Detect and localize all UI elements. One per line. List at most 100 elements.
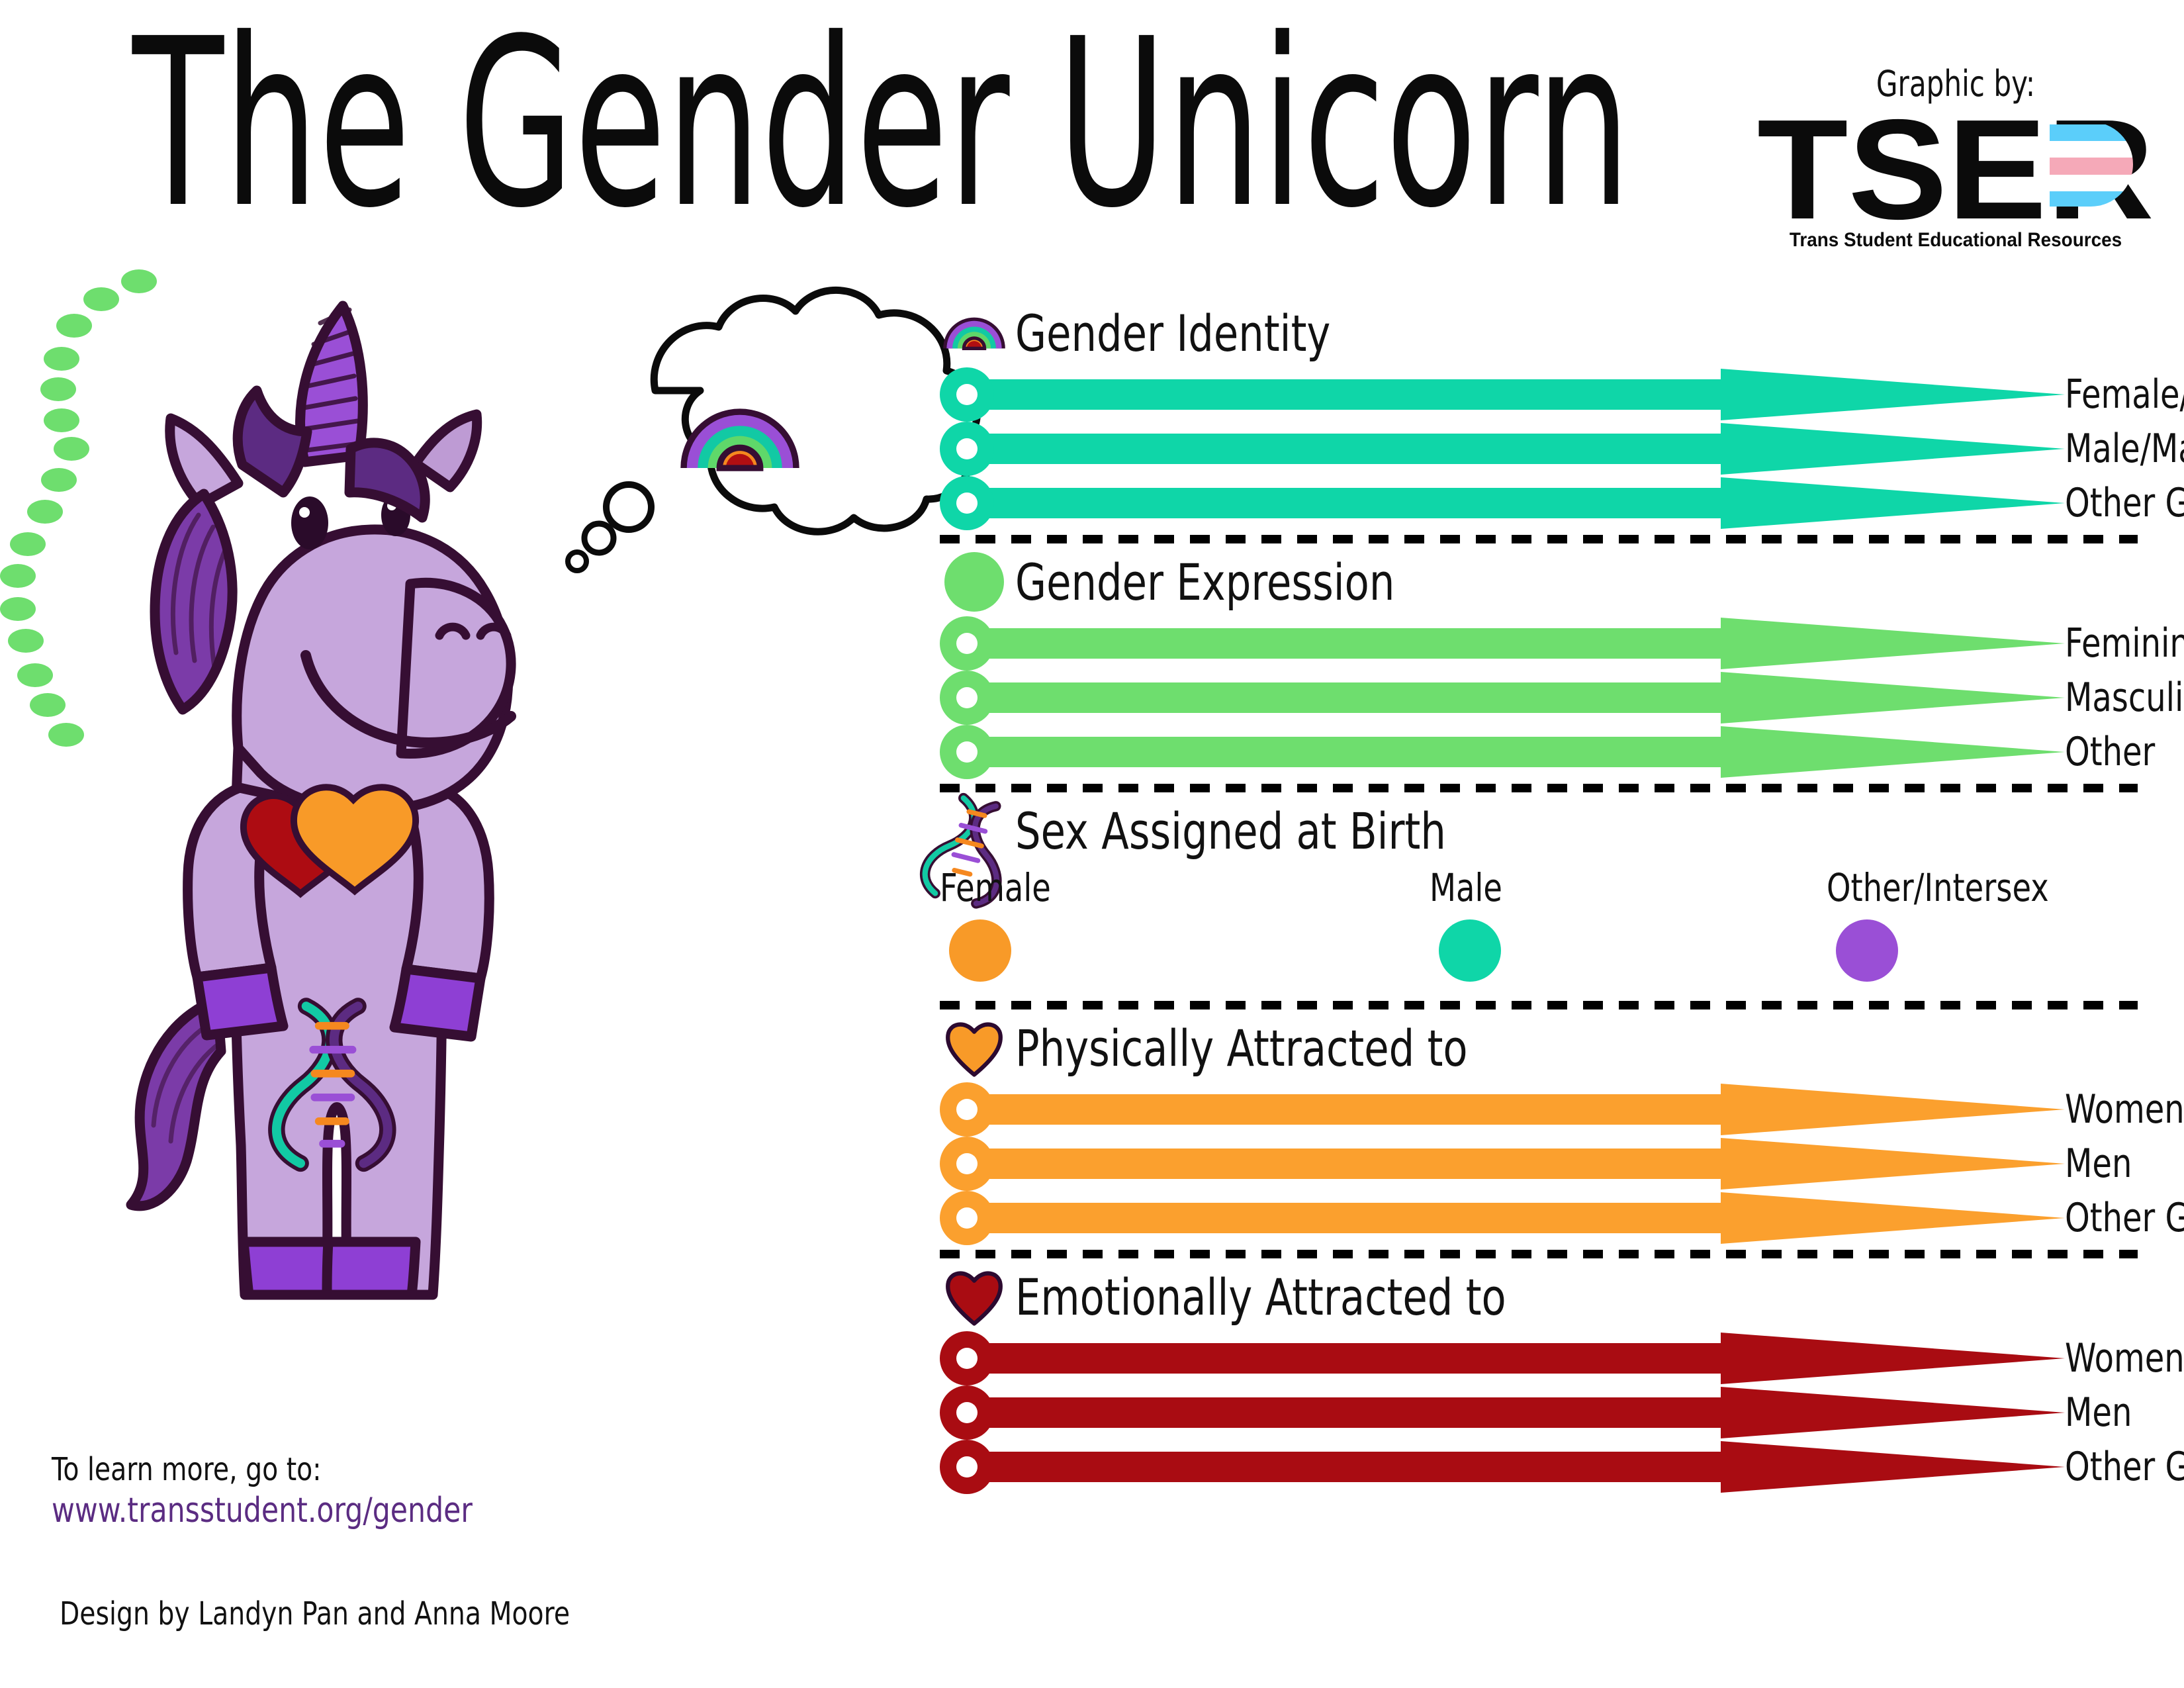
unicorn-left-foot-cuff [238,1237,337,1300]
dna-helix-icon [919,792,1009,909]
section-header: Emotionally Attracted to [940,1265,2151,1329]
page-title: The Gender Unicorn [130,0,1655,259]
spectrum-arrow [940,422,2065,476]
spectrum-row-label: Feminine [2065,620,2184,667]
spectrum-row-label: Masculine [2065,675,2184,721]
sab-option-label: Female [940,865,1051,910]
sab-option-dot[interactable] [1439,919,1501,982]
spectrum-arrow [940,616,2065,671]
spectrum-row[interactable]: Feminine [940,616,2184,671]
sab-dot-row [940,914,2151,996]
section-divider [940,534,2138,543]
section-emotionally-attracted-to: Emotionally Attracted to Women Men Other… [940,1265,2184,1494]
spectrum-row[interactable]: Other Gender(s) [940,1191,2184,1245]
spectrum-row[interactable]: Female/Woman/Girl [940,367,2184,422]
section-header: Sex Assigned at Birth [919,792,2151,909]
rainbow-icon [943,317,1005,350]
section-title: Gender Identity [1015,303,1331,363]
unicorn-left-cuff [192,962,289,1041]
body-dna-icon [268,998,396,1172]
spectrum-arrow [940,1331,2065,1385]
heart-orange-icon [946,1022,1003,1077]
spectrum-row-label: Men [2065,1141,2132,1187]
spectrum-row[interactable]: Male/Man/Boy [940,422,2184,476]
sab-option-dot[interactable] [949,919,1011,982]
section-title: Physically Attracted to [1015,1018,1468,1078]
unicorn-forelock [232,385,312,498]
unicorn-right-foot-cuff [322,1237,421,1300]
unicorn-mane-top [344,438,430,523]
heart-orange-icon [290,784,420,896]
section-gender-expression: Gender Expression Feminine Masculine Oth… [940,550,2184,779]
thought-bubble [565,287,981,573]
spectrum-row[interactable]: Other Gender(s) [940,476,2184,530]
spectrum-row[interactable]: Men [940,1137,2151,1191]
spectrum-arrow [940,1191,2065,1245]
spectrum-row-label: Female/Woman/Girl [2065,371,2184,418]
green-circle-icon [940,550,1009,614]
tser-credit-block: Graphic by: TSER Trans Student Education… [1751,63,2161,268]
section-header: Physically Attracted to [940,1016,2151,1080]
unicorn-left-ear [165,413,244,510]
trans-flag-fill [2050,124,2133,207]
dna-helix-icon [919,792,1002,909]
spectrum-arrow [940,1385,2065,1440]
heart-red-icon [946,1271,1003,1326]
spectrum-row-label: Other [2065,729,2156,775]
spectrum-row-label: Other Gender(s) [2065,1195,2184,1241]
section-divider [940,1000,2138,1009]
body-hearts-badge [240,784,420,898]
spectrum-arrow [940,1137,2065,1191]
tser-tagline: Trans Student Educational Resources [1789,229,2122,251]
section-title: Gender Expression [1015,552,1395,612]
section-physically-attracted-to: Physically Attracted to Women Men Other … [940,1016,2184,1245]
transstudent-url[interactable]: www.transstudent.org/gender [52,1491,473,1530]
unicorn-right-cuff [389,964,486,1042]
page-title-text: The Gender Unicorn [130,0,1630,259]
spectrum-row[interactable]: Other [940,725,2155,779]
graphic-by-label: Graphic by: [1876,63,2036,105]
spectrum-arrow [940,725,2065,779]
spectrum-row[interactable]: Men [940,1385,2151,1440]
heart-red-icon [940,1265,1009,1329]
spectrum-arrow [940,1082,2065,1137]
heart-orange-icon [940,1016,1009,1080]
spectrum-row[interactable]: Women [940,1082,2184,1137]
spectrum-arrow [940,476,2065,530]
section-gender-identity: Gender Identity Female/Woman/Girl Male/M… [940,301,2184,530]
spectrum-row-label: Women [2065,1335,2184,1382]
spectrum-arrow [940,1440,2065,1494]
spectrum-row-label: Other Gender(s) [2065,480,2184,526]
sab-option-dot[interactable] [1836,919,1898,982]
sab-label-row: Female Male Other/Intersex [940,865,2151,914]
unicorn-illustration [0,269,981,1423]
spectrum-row-label: Men [2065,1389,2132,1436]
learn-more-label: To learn more, go to: [52,1451,322,1488]
spectrum-row[interactable]: Masculine [940,671,2184,725]
sab-option-label: Male [1430,865,1502,910]
unicorn-muzzle [396,577,516,759]
unicorn-smile [300,650,516,748]
section-sex-assigned-at-birth: Sex Assigned at Birth Female Male Other/Int… [919,792,2151,996]
spectrum-row[interactable]: Other Gender(s) [940,1440,2184,1494]
tser-wordmark: TSER [1751,89,2161,249]
spectrum-row[interactable]: Women [940,1331,2184,1385]
section-title: Sex Assigned at Birth [1015,801,1446,861]
section-divider [940,783,2138,792]
design-credit: Design by Landyn Pan and Anna Moore [60,1595,570,1632]
unicorn-left-eye [291,496,328,549]
spectrum-row-label: Other Gender(s) [2065,1444,2184,1490]
rainbow-icon [940,301,1009,365]
section-header: Gender Identity [940,301,2151,365]
spectrum-row-label: Male/Man/Boy [2065,426,2184,472]
spectrum-arrow [940,671,2065,725]
learn-more-block: To learn more, go to: www.transstudent.o… [52,1450,647,1532]
section-divider [940,1249,2138,1258]
spectrum-arrow [940,367,2065,422]
unicorn-right-ear [410,409,482,492]
sab-option-label: Other/Intersex [1827,865,2049,910]
spectrum-row-label: Women [2065,1086,2184,1133]
green-dot-arc [0,269,157,747]
section-header: Gender Expression [940,550,2151,614]
rainbow-icon [680,408,799,471]
